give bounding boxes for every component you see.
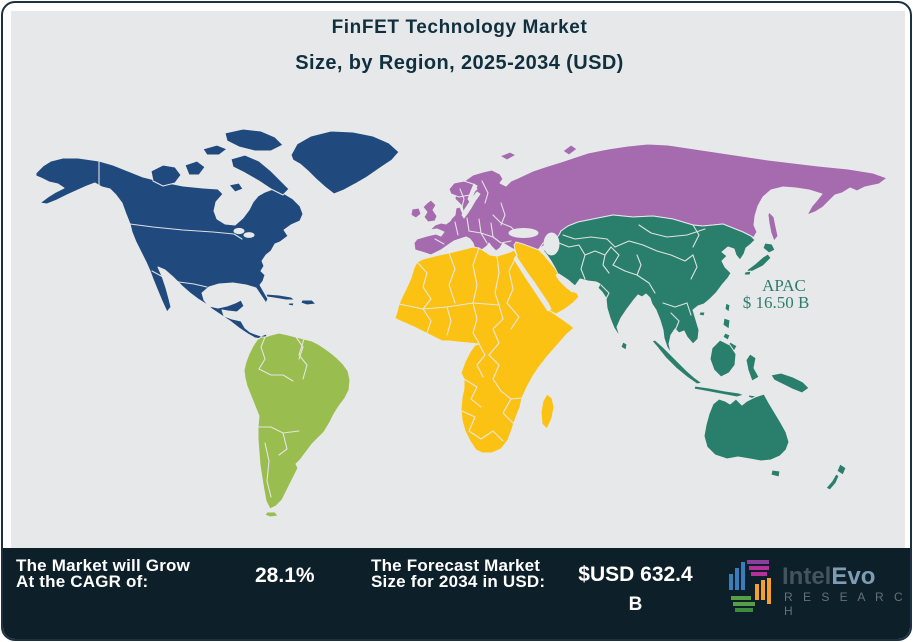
svg-text:$ 16.50 B: $ 16.50 B	[743, 293, 810, 312]
svg-text:APAC: APAC	[762, 276, 806, 295]
